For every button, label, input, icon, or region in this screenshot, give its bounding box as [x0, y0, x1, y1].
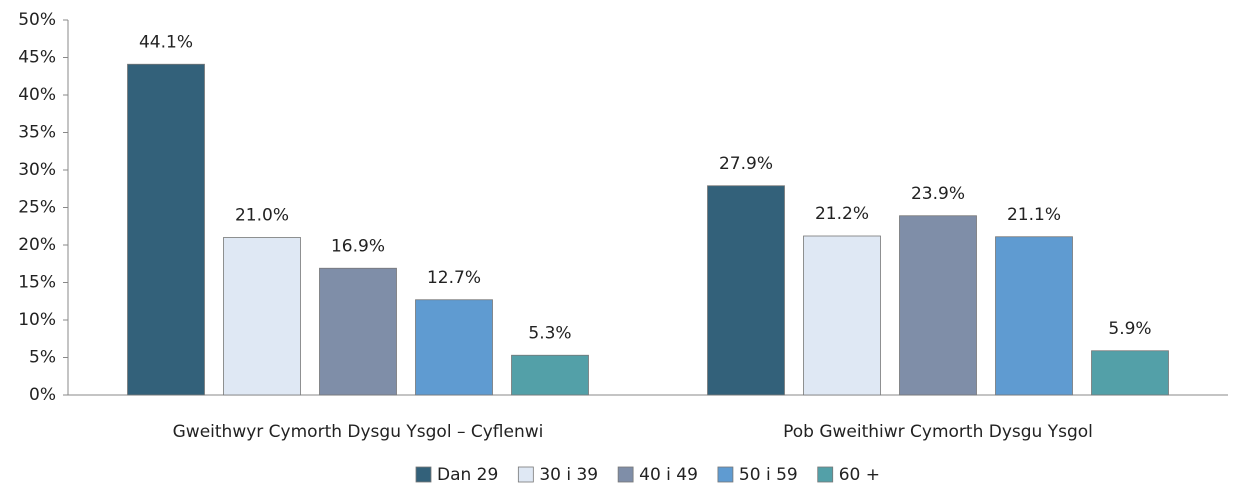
bar [803, 235, 881, 396]
legend-swatch [517, 466, 534, 483]
bar [707, 185, 785, 396]
data-label: 5.9% [1108, 319, 1151, 339]
data-label: 44.1% [139, 32, 193, 52]
data-label: 23.9% [911, 184, 965, 204]
data-label: 21.0% [235, 206, 289, 226]
y-tick-label: 30% [18, 160, 56, 180]
y-tick-label: 40% [18, 85, 56, 105]
data-label: 21.2% [815, 204, 869, 224]
bar [511, 354, 589, 396]
bar [127, 63, 205, 396]
y-tick-label: 5% [29, 348, 56, 368]
data-label: 16.9% [331, 236, 385, 256]
legend-swatch [717, 466, 734, 483]
data-label: 5.3% [528, 323, 571, 343]
legend-label: 40 i 49 [639, 465, 698, 485]
y-tick-label: 0% [29, 385, 56, 405]
bar [1091, 350, 1169, 396]
bar [415, 299, 493, 396]
y-tick-label: 25% [18, 198, 56, 218]
x-tick-label: Pob Gweithiwr Cymorth Dysgu Ysgol [783, 422, 1093, 442]
legend-label: 60 + [839, 465, 880, 485]
legend-label: 50 i 59 [739, 465, 798, 485]
bar [899, 215, 977, 396]
y-tick-label: 20% [18, 235, 56, 255]
bar [319, 267, 397, 396]
legend-label: Dan 29 [437, 465, 498, 485]
y-tick-label: 45% [18, 48, 56, 68]
y-tick-label: 35% [18, 123, 56, 143]
legend-swatch [617, 466, 634, 483]
y-tick-label: 15% [18, 273, 56, 293]
legend-swatch [817, 466, 834, 483]
data-label: 27.9% [719, 154, 773, 174]
x-tick-label: Gweithwyr Cymorth Dysgu Ysgol – Cyflenwi [173, 422, 544, 442]
legend-swatch [415, 466, 432, 483]
data-label: 12.7% [427, 268, 481, 288]
legend-label: 30 i 39 [539, 465, 598, 485]
bar [223, 237, 301, 396]
y-tick-label: 50% [18, 10, 56, 30]
y-tick-label: 10% [18, 310, 56, 330]
data-label: 21.1% [1007, 205, 1061, 225]
bar [995, 236, 1073, 396]
